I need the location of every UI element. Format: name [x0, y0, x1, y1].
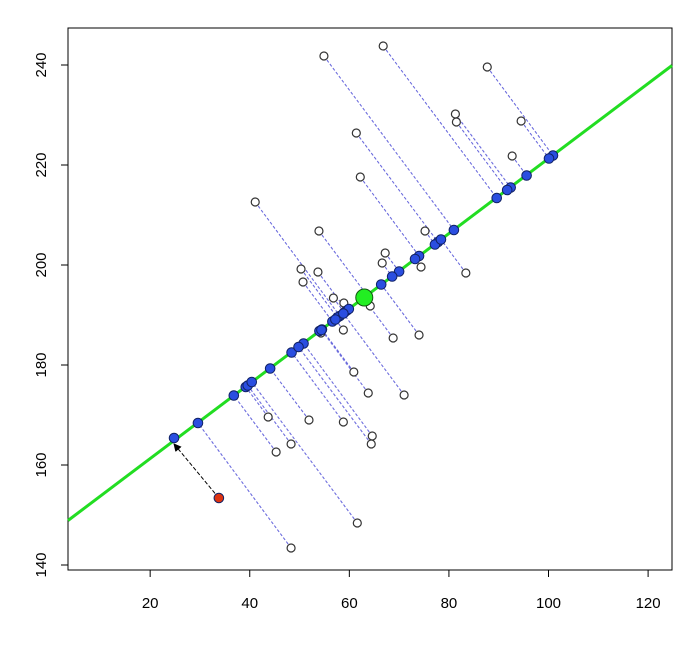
- projection-line: [355, 132, 439, 243]
- projection-arrow: [173, 443, 220, 499]
- x-tick-label: 20: [142, 595, 159, 612]
- projection-line: [440, 239, 467, 274]
- data-point: [328, 293, 339, 303]
- data-point: [377, 258, 387, 268]
- data-point: [378, 41, 388, 51]
- data-point: [271, 447, 281, 457]
- projected-point: [168, 432, 180, 444]
- data-point: [286, 439, 296, 449]
- data-point: [366, 439, 376, 449]
- projection-line: [359, 176, 420, 257]
- x-tick-label: 40: [241, 595, 258, 612]
- plot-frame: [67, 27, 673, 571]
- data-point: [338, 417, 348, 427]
- projected-point: [293, 341, 304, 353]
- data-point: [263, 412, 273, 422]
- projection-line: [302, 281, 333, 322]
- projection-line: [291, 352, 344, 423]
- projected-point: [435, 234, 447, 245]
- data-point: [296, 264, 306, 274]
- projection-line: [197, 422, 292, 549]
- data-point: [355, 172, 365, 182]
- projected-point: [264, 363, 276, 374]
- projection-line: [486, 66, 554, 156]
- projected-point: [316, 324, 327, 336]
- data-point: [461, 268, 471, 278]
- x-tick-label: 100: [536, 595, 561, 612]
- projection-line: [321, 329, 355, 373]
- x-tick-label: 120: [636, 595, 661, 612]
- projected-point: [338, 308, 349, 319]
- projected-point: [501, 184, 513, 196]
- x-tick-label: 60: [341, 595, 358, 612]
- y-tick-label: 200: [33, 252, 50, 277]
- data-point: [286, 543, 296, 553]
- y-tick-label: 220: [33, 152, 50, 177]
- data-point: [507, 151, 517, 161]
- data-point: [516, 116, 526, 126]
- data-point: [349, 367, 359, 377]
- data-point: [298, 277, 308, 287]
- projection-line: [233, 395, 277, 453]
- projected-point: [521, 170, 532, 181]
- y-tick-label: 160: [33, 452, 50, 477]
- projection-line: [384, 252, 400, 272]
- projection-line: [321, 329, 369, 394]
- data-point: [338, 325, 348, 335]
- data-point: [482, 62, 492, 72]
- y-tick-label: 240: [33, 52, 50, 77]
- projected-point: [213, 492, 225, 504]
- data-point: [313, 267, 323, 277]
- projection-line: [380, 284, 420, 336]
- data-point: [414, 330, 424, 340]
- projected-point: [228, 390, 240, 401]
- projection-line: [300, 268, 338, 318]
- data-point: [420, 226, 430, 236]
- data-point: [314, 226, 324, 236]
- projection-line: [298, 346, 372, 445]
- projection-line: [323, 55, 455, 231]
- projection-line: [520, 120, 550, 159]
- projected-point: [330, 314, 341, 325]
- projection-line: [454, 113, 512, 188]
- projected-point: [491, 192, 503, 204]
- projection-line: [455, 121, 508, 191]
- projection-line: [303, 343, 373, 437]
- projection-line: [382, 45, 498, 199]
- projection-line: [318, 230, 368, 296]
- projected-point: [448, 224, 460, 236]
- projection-line: [269, 368, 310, 421]
- projection-line: [245, 386, 269, 418]
- projected-point: [246, 376, 258, 388]
- mean-point: [355, 288, 374, 307]
- data-point: [304, 415, 314, 425]
- projected-point: [286, 347, 297, 358]
- projected-point: [192, 417, 204, 429]
- projected-point: [386, 271, 398, 282]
- data-point: [380, 248, 390, 258]
- y-tick-label: 140: [33, 552, 50, 577]
- data-point: [351, 128, 361, 138]
- x-tick-label: 80: [441, 595, 458, 612]
- projection-line: [251, 381, 358, 524]
- projection-line: [254, 201, 341, 317]
- y-tick-label: 180: [33, 352, 50, 377]
- data-point: [319, 51, 329, 61]
- data-point: [450, 109, 460, 119]
- data-point: [416, 262, 426, 272]
- data-point: [399, 390, 409, 400]
- projected-point: [543, 153, 555, 164]
- projection-line: [342, 313, 405, 396]
- projected-point: [375, 279, 387, 290]
- data-point: [250, 197, 260, 207]
- data-point: [363, 388, 373, 398]
- data-point: [388, 333, 398, 343]
- data-point: [451, 117, 461, 127]
- data-point: [352, 518, 362, 528]
- projected-point: [409, 253, 421, 265]
- data-point: [367, 431, 377, 441]
